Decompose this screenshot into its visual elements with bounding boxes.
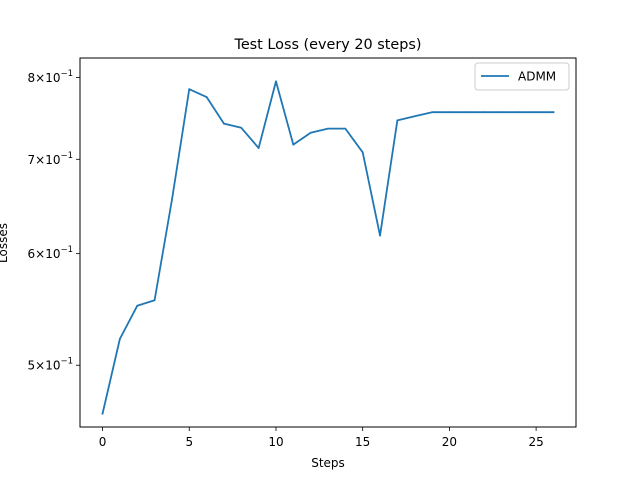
- data-point: [500, 111, 503, 114]
- y-tick-label: 8×10−1: [28, 69, 74, 85]
- data-point: [101, 412, 104, 415]
- chart-title: Test Loss (every 20 steps): [233, 37, 421, 53]
- x-axis-label: Steps: [311, 456, 345, 470]
- x-tick-label: 0: [99, 435, 107, 449]
- data-point: [153, 299, 156, 302]
- data-point: [483, 111, 485, 114]
- data-point: [171, 199, 173, 201]
- legend-box: [474, 62, 570, 91]
- data-point: [205, 96, 208, 98]
- x-tick-label: 20: [442, 435, 457, 449]
- legend-label-admm: ADMM: [518, 70, 556, 84]
- y-tick-label: 6×10−1: [28, 245, 74, 261]
- y-tick-label: 5×10−1: [28, 357, 74, 373]
- data-point: [448, 111, 451, 114]
- x-tick-label: 5: [185, 435, 193, 449]
- data-point: [344, 127, 347, 130]
- data-point: [275, 80, 277, 83]
- y-tick-label: 7×10−1: [28, 151, 74, 167]
- data-point: [535, 111, 538, 114]
- data-point: [552, 111, 555, 114]
- x-axis: 0 5 10 15 20 25: [99, 427, 544, 449]
- data-point: [309, 131, 312, 134]
- series-line-admm: [101, 80, 555, 415]
- legend: ADMM: [474, 62, 570, 91]
- data-point: [431, 111, 433, 114]
- y-axis: 5×10−1 6×10−1 7×10−1 8×10−1: [28, 69, 80, 373]
- plot-area: [101, 80, 555, 415]
- data-point: [413, 115, 416, 118]
- data-point: [379, 234, 381, 237]
- data-point: [465, 111, 468, 114]
- data-point: [292, 143, 295, 146]
- data-point: [223, 122, 225, 125]
- axes-frame: [79, 57, 577, 428]
- x-tick-label: 25: [528, 435, 543, 449]
- data-point: [188, 88, 191, 91]
- data-point: [257, 147, 260, 149]
- data-point: [517, 111, 520, 114]
- data-point: [327, 127, 329, 130]
- data-point: [136, 304, 139, 307]
- data-point: [396, 119, 399, 122]
- x-tick-label: 15: [355, 435, 370, 449]
- data-point: [361, 151, 364, 154]
- data-point: [240, 126, 243, 129]
- data-point: [118, 337, 121, 340]
- y-axis-label: Losses: [0, 223, 10, 263]
- x-tick-label: 10: [268, 435, 283, 449]
